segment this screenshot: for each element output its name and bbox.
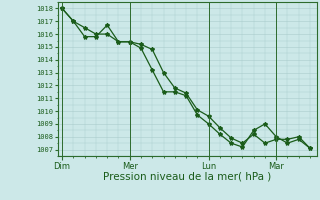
X-axis label: Pression niveau de la mer( hPa ): Pression niveau de la mer( hPa ) [103, 172, 271, 182]
